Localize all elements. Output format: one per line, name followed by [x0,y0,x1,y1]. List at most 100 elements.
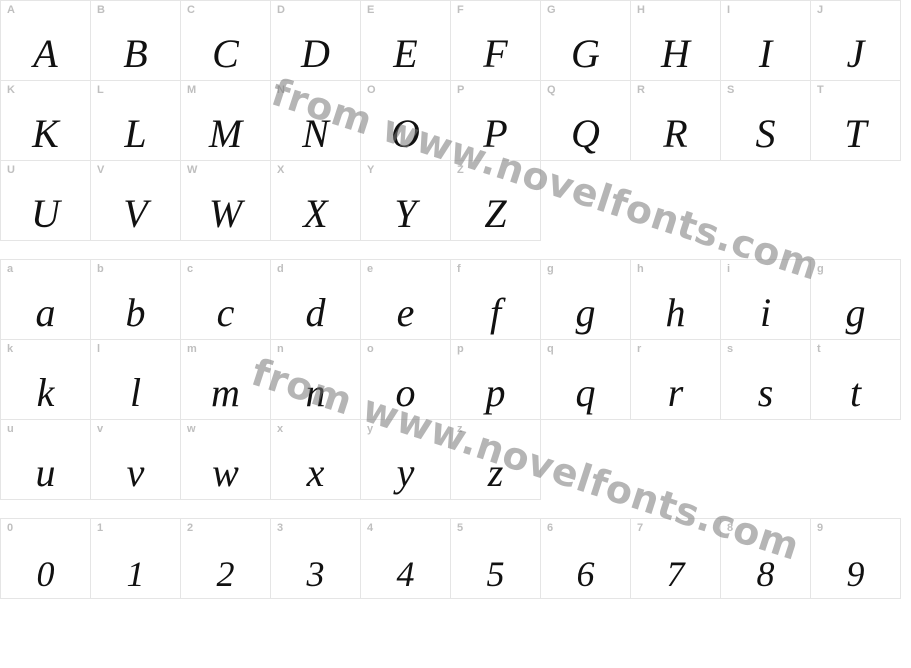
glyph-label: k [7,343,13,355]
glyph-cell: BB [90,0,181,81]
glyph-label: W [187,164,197,176]
glyph-cell: QQ [540,80,631,161]
glyph-label: T [817,84,824,96]
glyph: t [850,373,861,419]
glyph: P [483,114,507,160]
glyph: g [576,293,596,339]
glyph: 0 [37,556,55,598]
glyph-cell: JJ [810,0,901,81]
glyph: s [758,373,774,419]
glyph: 7 [667,556,685,598]
glyph-cell: NN [270,80,361,161]
glyph: Y [394,194,416,240]
glyph-label: 9 [817,522,823,534]
glyph-cell: tt [810,339,901,420]
charmap-row: 00112233445566778899 [0,519,911,599]
glyph-label: F [457,4,464,16]
glyph-label: f [457,263,461,275]
glyph-label: w [187,423,196,435]
glyph-label: 5 [457,522,463,534]
glyph-cell: KK [0,80,91,161]
glyph-cell: ZZ [450,160,541,241]
glyph-cell: kk [0,339,91,420]
glyph-label: 8 [727,522,733,534]
glyph-cell: zz [450,419,541,500]
glyph: d [306,293,326,339]
glyph-cell: hh [630,259,721,340]
glyph: V [123,194,147,240]
glyph-cell: cc [180,259,271,340]
glyph-label: p [457,343,464,355]
glyph-cell: yy [360,419,451,500]
glyph-cell: ss [720,339,811,420]
glyph-cell: nn [270,339,361,420]
glyph-cell: SS [720,80,811,161]
glyph-cell: rr [630,339,721,420]
glyph: u [36,453,56,499]
glyph-label: a [7,263,13,275]
glyph-label: n [277,343,284,355]
glyph: y [397,453,415,499]
glyph-cell: oo [360,339,451,420]
glyph-label: g [547,263,554,275]
glyph-cell: 66 [540,518,631,599]
glyph-label: P [457,84,464,96]
glyph-label: H [637,4,645,16]
glyph: a [36,293,56,339]
glyph: Q [571,114,600,160]
glyph: r [668,373,684,419]
glyph-label: X [277,164,284,176]
glyph-cell: 77 [630,518,721,599]
glyph-cell: CC [180,0,271,81]
glyph-label: z [457,423,463,435]
glyph-cell: 99 [810,518,901,599]
glyph: H [661,34,690,80]
glyph-cell: RR [630,80,721,161]
glyph: f [490,293,501,339]
glyph: p [486,373,506,419]
glyph: D [301,34,330,80]
glyph-cell: UU [0,160,91,241]
glyph-cell: vv [90,419,181,500]
charmap-row: kkllmmnnooppqqrrsstt [0,340,911,420]
glyph: q [576,373,596,419]
glyph-cell: 44 [360,518,451,599]
glyph-label: h [637,263,644,275]
glyph-cell: VV [90,160,181,241]
glyph-cell: mm [180,339,271,420]
glyph-cell: 11 [90,518,181,599]
glyph-label: r [637,343,641,355]
glyph-cell: bb [90,259,181,340]
glyph-cell: DD [270,0,361,81]
glyph-label: m [187,343,197,355]
glyph-cell: 55 [450,518,541,599]
glyph: I [759,34,772,80]
glyph: K [32,114,59,160]
charmap-row: uuvvwwxxyyzz [0,420,911,500]
glyph-label: L [97,84,104,96]
glyph-label: o [367,343,374,355]
glyph: h [666,293,686,339]
glyph: x [307,453,325,499]
glyph-cell: gg [810,259,901,340]
glyph-cell: ii [720,259,811,340]
glyph: 4 [397,556,415,598]
glyph: v [127,453,145,499]
glyph-label: U [7,164,15,176]
glyph: G [571,34,600,80]
glyph: X [303,194,327,240]
glyph: R [663,114,687,160]
glyph: z [488,453,504,499]
glyph-cell: GG [540,0,631,81]
glyph: o [396,373,416,419]
glyph-label: 7 [637,522,643,534]
glyph-label: s [727,343,733,355]
glyph-label: x [277,423,283,435]
glyph-cell: II [720,0,811,81]
glyph-label: b [97,263,104,275]
glyph: 1 [127,556,145,598]
glyph: T [844,114,866,160]
glyph: k [37,373,55,419]
glyph-cell: xx [270,419,361,500]
glyph-label: y [367,423,373,435]
